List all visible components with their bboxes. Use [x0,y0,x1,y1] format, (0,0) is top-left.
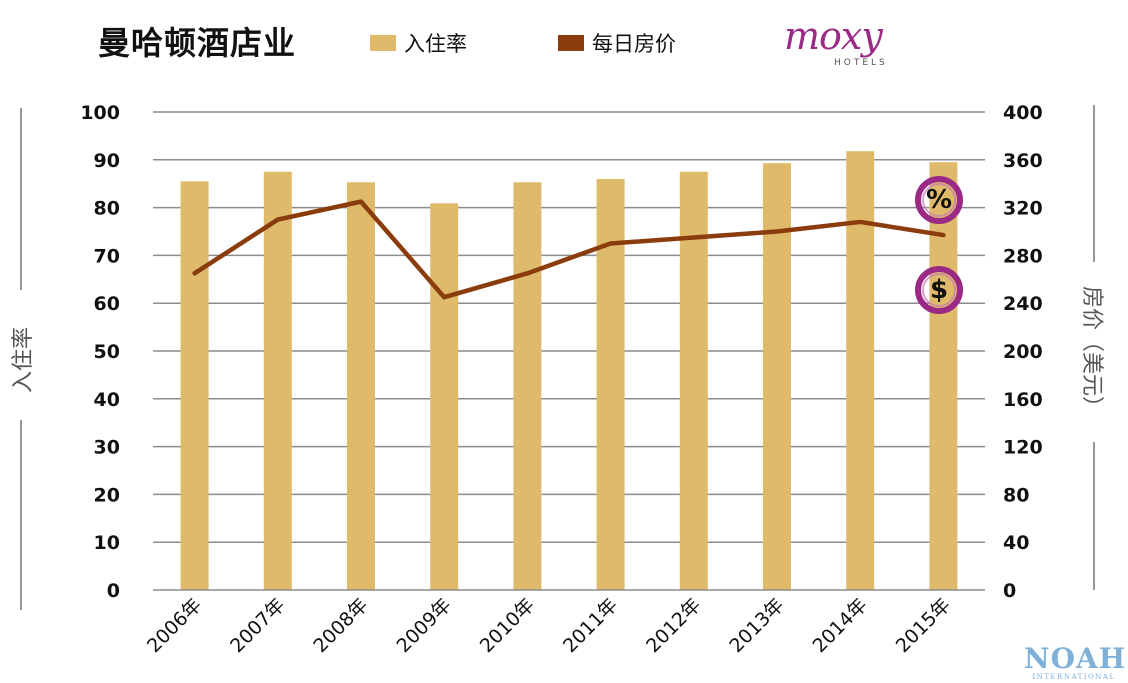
y-left-tick-label: 100 [80,102,120,124]
badge-percent-symbol: % [925,185,953,215]
occupancy-bar [763,163,791,590]
noah-wordmark: NOAH [1024,642,1127,675]
y-left-tick-label: 0 [107,580,120,602]
y-right-tick-label: 80 [1003,484,1029,506]
y-right-tick-label: 120 [1003,437,1043,459]
y-axis-left-title: 入住率 [11,326,36,394]
percent-badge-icon: % [914,175,964,225]
legend-swatch-occupancy [370,35,396,51]
y-right-tick-label: 320 [1003,198,1043,220]
x-tick-label: 2006年 [143,594,206,657]
badge-ring-dollar [915,266,963,314]
y-left-tick-label: 40 [94,389,120,411]
y-right-tick-label: 40 [1003,532,1029,554]
legend-item-occupancy: 入住率 [370,28,467,58]
occupancy-bar [846,151,875,591]
x-tick-label: 2012年 [642,594,705,657]
y-axis-right-title: 房价（美元） [1079,285,1104,419]
y-left-tick-label: 70 [94,245,120,267]
y-left-tick-label: 80 [94,198,120,220]
occupancy-bar [180,181,209,590]
y-right-tick-label: 200 [1003,341,1043,363]
occupancy-bar [430,203,459,590]
logo-subtitle: HOTELS [834,58,888,68]
y-right-tick-label: 400 [1003,102,1043,124]
noah-subtitle: INTERNATIONAL [1032,673,1116,681]
occupancy-bars [180,151,958,591]
x-tick-label: 2007年 [226,594,289,657]
occupancy-bar [513,182,542,591]
badge-ring-percent [915,176,963,224]
y-right-tick-label: 360 [1003,150,1043,172]
chart-title: 曼哈顿酒店业 [98,24,297,62]
y-right-tick-label: 240 [1003,293,1043,315]
y-left-tick-label: 60 [94,293,120,315]
occupancy-bar [679,171,708,590]
moxy-hotels-logo: moxy HOTELS [784,14,934,80]
dollar-badge-icon: $ [914,265,964,315]
rate-line [192,199,946,300]
occupancy-bar [929,162,958,590]
x-tick-label: 2009年 [393,594,456,657]
x-tick-label: 2010年 [476,594,539,657]
legend-swatch-rate [558,35,584,51]
x-tick-label: 2008年 [309,594,372,657]
logo-wordmark: moxy [784,14,883,58]
noah-watermark: NOAH INTERNATIONAL [1024,642,1127,682]
y-left-tick-label: 90 [94,150,120,172]
badge-dollar-symbol: $ [929,275,949,305]
y-right-tick-label: 0 [1003,580,1016,602]
y-left-tick-label: 30 [94,437,120,459]
legend-label-rate: 每日房价 [592,32,676,56]
y-right-tick-label: 160 [1003,389,1043,411]
y-right-tick-label: 280 [1003,245,1043,267]
occupancy-bar [347,182,375,591]
y-left-tick-label: 50 [94,341,120,363]
y-left-tick-label: 20 [94,484,120,506]
y-left-tick-label: 10 [94,532,120,554]
legend-item-rate: 每日房价 [558,28,676,58]
occupancy-bar [263,171,292,590]
legend-label-occupancy: 入住率 [404,32,467,56]
x-tick-label: 2011年 [559,594,622,657]
x-tick-label: 2013年 [725,594,788,657]
x-tick-label: 2014年 [809,594,872,657]
rate-line-path [192,199,946,300]
x-tick-label: 2015年 [892,594,955,657]
